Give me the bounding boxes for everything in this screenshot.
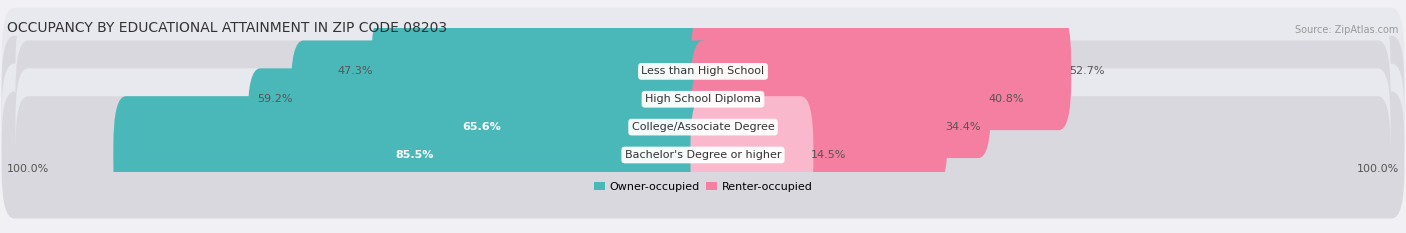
FancyBboxPatch shape (1, 8, 1405, 135)
Text: 100.0%: 100.0% (7, 164, 49, 175)
Text: 34.4%: 34.4% (946, 122, 981, 132)
FancyBboxPatch shape (114, 96, 716, 214)
Text: 47.3%: 47.3% (337, 66, 373, 76)
FancyBboxPatch shape (1, 92, 1405, 219)
FancyBboxPatch shape (690, 68, 948, 186)
FancyBboxPatch shape (690, 13, 1391, 130)
Text: 14.5%: 14.5% (811, 150, 846, 160)
Text: College/Associate Degree: College/Associate Degree (631, 122, 775, 132)
Text: 52.7%: 52.7% (1069, 66, 1105, 76)
Text: 40.8%: 40.8% (988, 94, 1025, 104)
Text: 100.0%: 100.0% (1357, 164, 1399, 175)
FancyBboxPatch shape (247, 68, 716, 186)
Text: High School Diploma: High School Diploma (645, 94, 761, 104)
FancyBboxPatch shape (690, 41, 1391, 158)
FancyBboxPatch shape (690, 68, 1391, 186)
Text: Less than High School: Less than High School (641, 66, 765, 76)
FancyBboxPatch shape (1, 36, 1405, 163)
Text: 59.2%: 59.2% (257, 94, 292, 104)
FancyBboxPatch shape (15, 96, 716, 214)
Text: Source: ZipAtlas.com: Source: ZipAtlas.com (1295, 25, 1399, 35)
FancyBboxPatch shape (15, 13, 716, 130)
FancyBboxPatch shape (1, 64, 1405, 191)
FancyBboxPatch shape (690, 13, 1071, 130)
FancyBboxPatch shape (15, 68, 716, 186)
Text: 85.5%: 85.5% (395, 150, 433, 160)
Text: 65.6%: 65.6% (463, 122, 501, 132)
Text: OCCUPANCY BY EDUCATIONAL ATTAINMENT IN ZIP CODE 08203: OCCUPANCY BY EDUCATIONAL ATTAINMENT IN Z… (7, 21, 447, 35)
FancyBboxPatch shape (291, 41, 716, 158)
FancyBboxPatch shape (690, 96, 814, 214)
FancyBboxPatch shape (371, 13, 716, 130)
Legend: Owner-occupied, Renter-occupied: Owner-occupied, Renter-occupied (593, 182, 813, 192)
FancyBboxPatch shape (690, 41, 991, 158)
FancyBboxPatch shape (15, 41, 716, 158)
Text: Bachelor's Degree or higher: Bachelor's Degree or higher (624, 150, 782, 160)
FancyBboxPatch shape (690, 96, 1391, 214)
